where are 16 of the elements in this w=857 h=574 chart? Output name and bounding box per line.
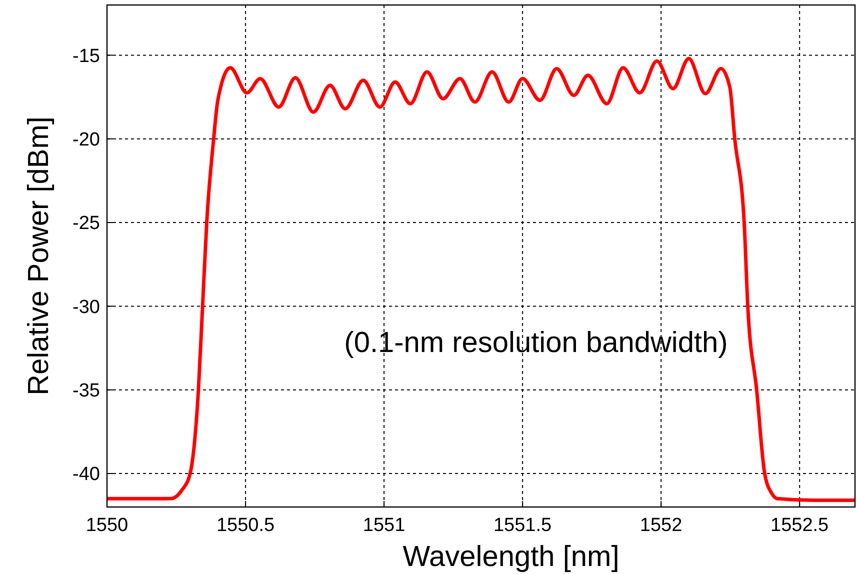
x-tick-label: 1552.5	[770, 515, 829, 536]
y-tick-label: -40	[72, 464, 100, 486]
x-tick-label: 1551	[362, 515, 406, 536]
annotation: (0.1-nm resolution bandwidth)	[344, 327, 728, 359]
y-tick-label: -30	[72, 296, 100, 318]
y-tick-label: -35	[72, 380, 100, 402]
x-tick-label: 1550.5	[216, 515, 275, 536]
x-tick-label: 1550	[86, 515, 128, 536]
y-tick-label: -20	[72, 130, 100, 151]
y-tick-label: -25	[72, 213, 100, 234]
x-tick-label: 1551.5	[493, 515, 552, 536]
y-tick-label: -15	[72, 46, 100, 67]
x-axis-title: Wavelength [nm]	[402, 541, 620, 573]
x-tick-label: 1552	[640, 515, 682, 536]
line-series	[107, 56, 855, 502]
y-axis-title: Relative Power [dBm]	[23, 116, 55, 396]
